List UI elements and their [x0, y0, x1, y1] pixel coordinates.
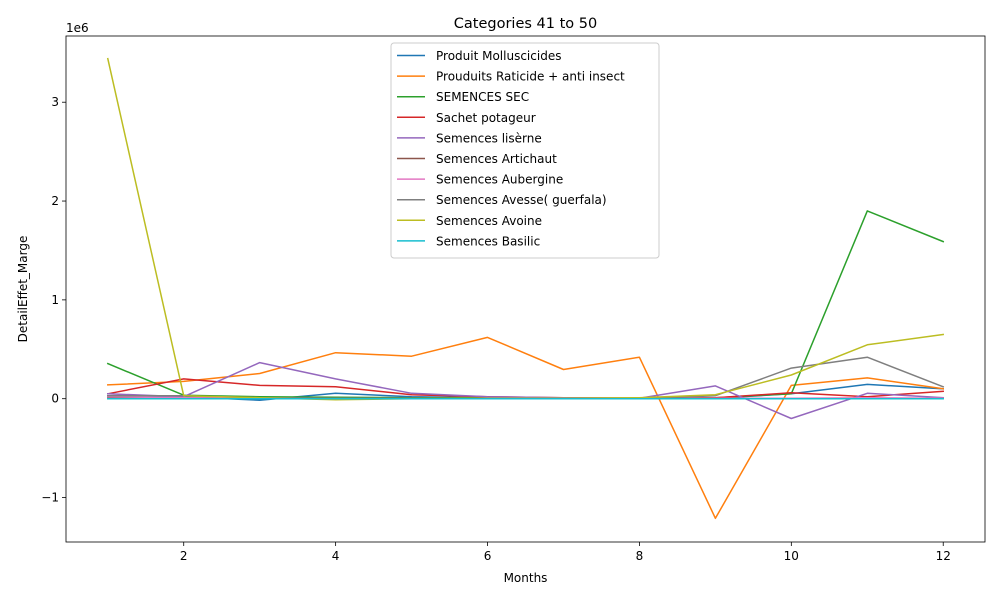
- y-tick-label: 0: [51, 392, 59, 406]
- y-offset-label: 1e6: [66, 21, 89, 35]
- legend-label-1: Produit Molluscicides: [436, 49, 561, 63]
- x-tick-label: 8: [636, 549, 644, 563]
- x-tick-label: 12: [936, 549, 951, 563]
- series-line-2: [107, 336, 945, 520]
- x-tick-label: 2: [180, 549, 188, 563]
- plot-frame: [65, 35, 986, 543]
- legend-frame: [390, 42, 660, 259]
- x-tick-label: 6: [484, 549, 492, 563]
- y-axis-ticks: −1 0 1 2 3: [41, 95, 66, 505]
- legend-label-10: Semences Basilic: [436, 234, 540, 248]
- legend-label-5: Semences lisèrne: [436, 131, 542, 145]
- series-line-5: [107, 361, 944, 420]
- y-tick-label: 3: [51, 95, 59, 109]
- chart-title: Categories 41 to 50: [454, 16, 597, 32]
- x-tick-label: 10: [784, 549, 799, 563]
- x-tick-label: 4: [332, 549, 340, 563]
- legend: Produit Molluscicides Prouduits Raticide …: [390, 42, 660, 259]
- legend-label-8: Semences Avesse( guerfala): [436, 193, 607, 207]
- legend-label-4: Sachet potageur: [436, 111, 536, 125]
- x-axis-ticks: 2 4 6 8 10 12: [180, 542, 951, 563]
- legend-label-7: Semences Aubergine: [436, 173, 563, 187]
- legend-label-6: Semences Artichaut: [436, 152, 557, 166]
- x-axis-label: Months: [504, 571, 548, 585]
- y-tick-label: 1: [51, 293, 59, 307]
- y-tick-label: −1: [41, 491, 59, 505]
- legend-label-3: SEMENCES SEC: [436, 90, 529, 104]
- series-layer: [106, 57, 945, 520]
- legend-label-2: Prouduits Raticide + anti insect: [436, 70, 625, 84]
- legend-label-9: Semences Avoine: [436, 214, 542, 228]
- y-axis-label: DetailEffet_Marge: [16, 236, 30, 343]
- y-tick-label: 2: [51, 194, 59, 208]
